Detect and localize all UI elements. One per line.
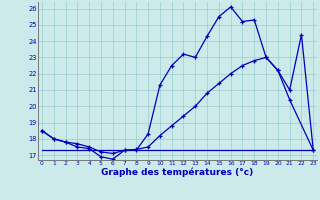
X-axis label: Graphe des températures (°c): Graphe des températures (°c)	[101, 168, 254, 177]
